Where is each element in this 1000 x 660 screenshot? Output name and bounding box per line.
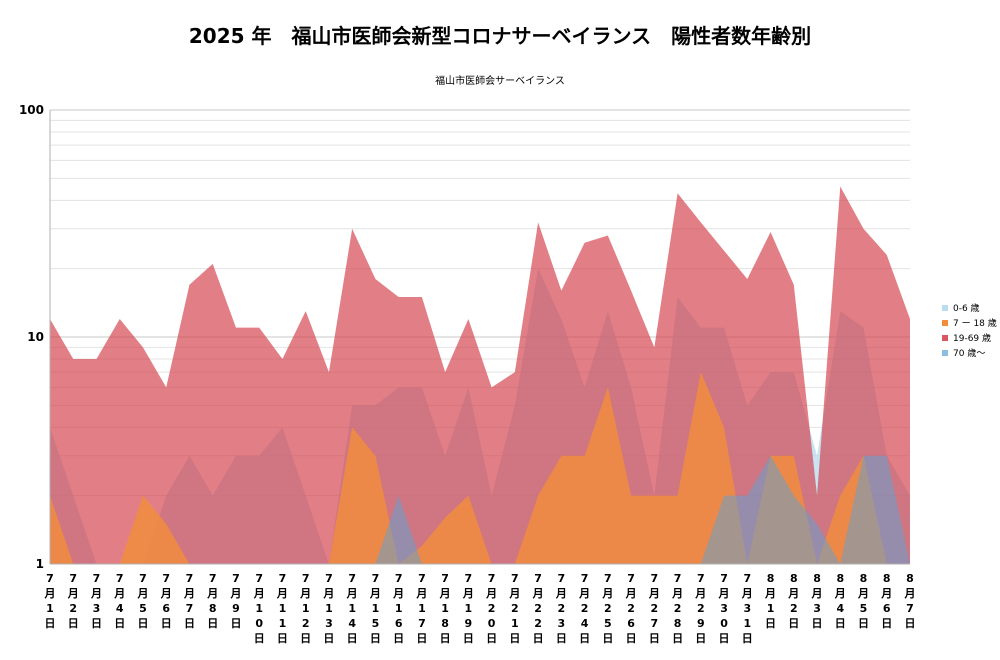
legend-swatch xyxy=(942,304,948,311)
y-tick-labels: 1 10 100 xyxy=(19,103,44,571)
area-series-2 xyxy=(50,372,910,564)
legend-swatch xyxy=(942,319,948,326)
legend-item: 19-69 歳 xyxy=(942,330,997,345)
y-tick-label: 10 xyxy=(27,330,44,344)
chart-subtitle: 福山市医師会サーベイランス xyxy=(435,76,565,87)
legend-item: 70 歳〜 xyxy=(942,345,997,360)
legend: 0-6 歳 7 ー 18 歳 19-69 歳 70 歳〜 xyxy=(942,300,997,360)
legend-swatch xyxy=(942,334,948,341)
legend-swatch xyxy=(942,349,948,356)
legend-label: 0-6 歳 xyxy=(953,304,980,314)
y-tick-label: 1 xyxy=(36,557,44,571)
area-series-3 xyxy=(50,455,910,564)
legend-item: 7 ー 18 歳 xyxy=(942,315,997,330)
chart-title: 2025 年 福山市医師会新型コロナサーベイランス 陽性者数年齢別 xyxy=(188,24,812,48)
x-tick-labels: 7 月 1 日 7 月 2 日 7 月 3 日 7 月 4 日 7 月 5 日 7 月 6 日 7 月 7 日 7 月 8 日 7 月 9 日 7 月 1 0… xyxy=(44,572,916,645)
legend-label: 7 ー 18 歳 xyxy=(953,319,997,329)
legend-label: 19-69 歳 xyxy=(953,334,992,344)
y-tick-label: 100 xyxy=(19,103,44,117)
legend-label: 70 歳〜 xyxy=(953,349,986,359)
legend-item: 0-6 歳 xyxy=(942,300,997,315)
axes xyxy=(49,110,910,565)
series-areas xyxy=(50,186,910,565)
